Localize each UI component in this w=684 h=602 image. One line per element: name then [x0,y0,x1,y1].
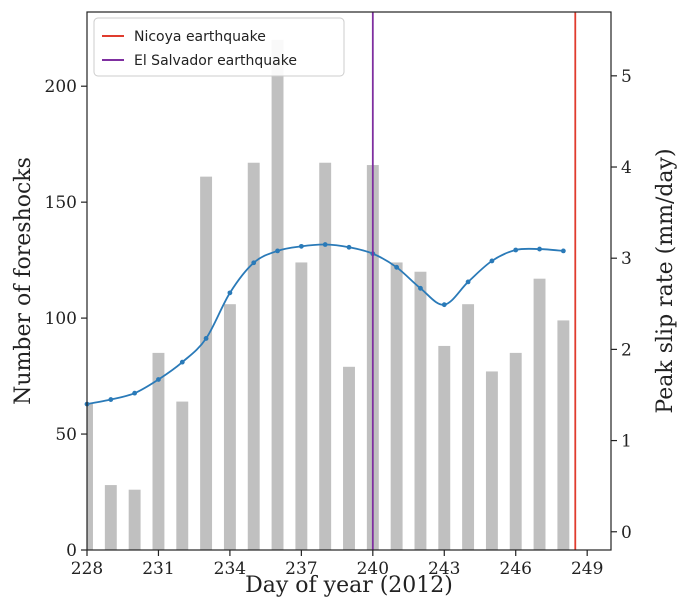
bar [200,176,213,550]
x-tick-label: 243 [428,559,460,579]
bar [509,352,522,550]
x-tick-label: 234 [214,559,246,579]
y-left-tick-label: 50 [55,425,77,445]
bar [485,371,498,550]
slip-rate-point [227,290,233,296]
slip-rate-point [203,336,209,341]
bar [343,366,355,550]
bar [319,162,332,550]
y-right-tick-label: 3 [621,249,632,269]
bar [104,485,117,550]
slip-rate-point [489,258,495,264]
slip-rate-point [346,244,352,250]
bar [438,345,451,550]
y-axis-right-title: Peak slip rate (mm/day) [653,148,678,413]
bar [533,278,546,550]
x-axis-title: Day of year (2012) [245,573,453,598]
y-left-tick-label: 200 [45,77,77,97]
slip-rate-point [275,248,280,254]
slip-rate-point [441,302,447,308]
bar [390,262,403,550]
slip-rate-point [418,285,423,291]
slip-rate-point [465,279,471,285]
slip-rate-point [156,377,161,382]
y-right-tick-label: 0 [621,523,632,543]
slip-rate-point [322,242,328,247]
bar [462,304,475,550]
bar-series [87,39,570,550]
slip-rate-point [394,264,400,270]
bar [557,320,570,550]
y-left-tick-label: 100 [45,309,77,329]
legend: Nicoya earthquake El Salvador earthquake [93,17,345,77]
plot-frame [86,11,612,551]
slip-rate-series [84,242,566,407]
slip-rate-point [537,246,542,252]
slip-rate-point [179,359,185,365]
y-right-tick-label: 2 [621,340,632,360]
bar [176,401,189,550]
x-tick-label: 240 [357,559,389,579]
legend-box [93,17,345,77]
slip-rate-point [251,260,257,266]
slip-rate-point [560,248,566,254]
x-tick-label: 231 [142,559,174,579]
bar [152,352,165,550]
bar [87,403,93,550]
y-left-tick-label: 0 [66,541,77,561]
y-right-tick-label: 5 [621,67,632,87]
legend-label: Nicoya earthquake [134,29,266,45]
bar [223,304,236,550]
y-axis-right: 0 1 2 3 4 5 [611,67,632,543]
slip-rate-point [132,390,138,396]
slip-rate-point [513,247,519,253]
x-axis: 228 231 234 237 240 243 246 249 [71,550,603,579]
event-lines [371,12,577,550]
x-tick-label: 237 [285,559,317,579]
x-tick-label: 228 [71,559,103,579]
y-left-tick-label: 150 [45,193,77,213]
y-axis-left-title: Number of foreshocks [11,157,36,405]
slip-rate-point [108,397,114,402]
bar [295,262,308,550]
x-tick-label: 246 [500,559,532,579]
y-right-tick-label: 4 [621,158,632,178]
y-right-tick-label: 1 [621,432,632,452]
slip-rate-point [298,243,304,249]
legend-label: El Salvador earthquake [134,53,297,69]
bar [247,162,260,550]
y-axis-left: 0 50 100 150 200 [45,77,87,561]
bar [414,271,427,550]
x-tick-label: 249 [571,559,603,579]
bar [271,39,284,550]
bar [128,489,141,550]
